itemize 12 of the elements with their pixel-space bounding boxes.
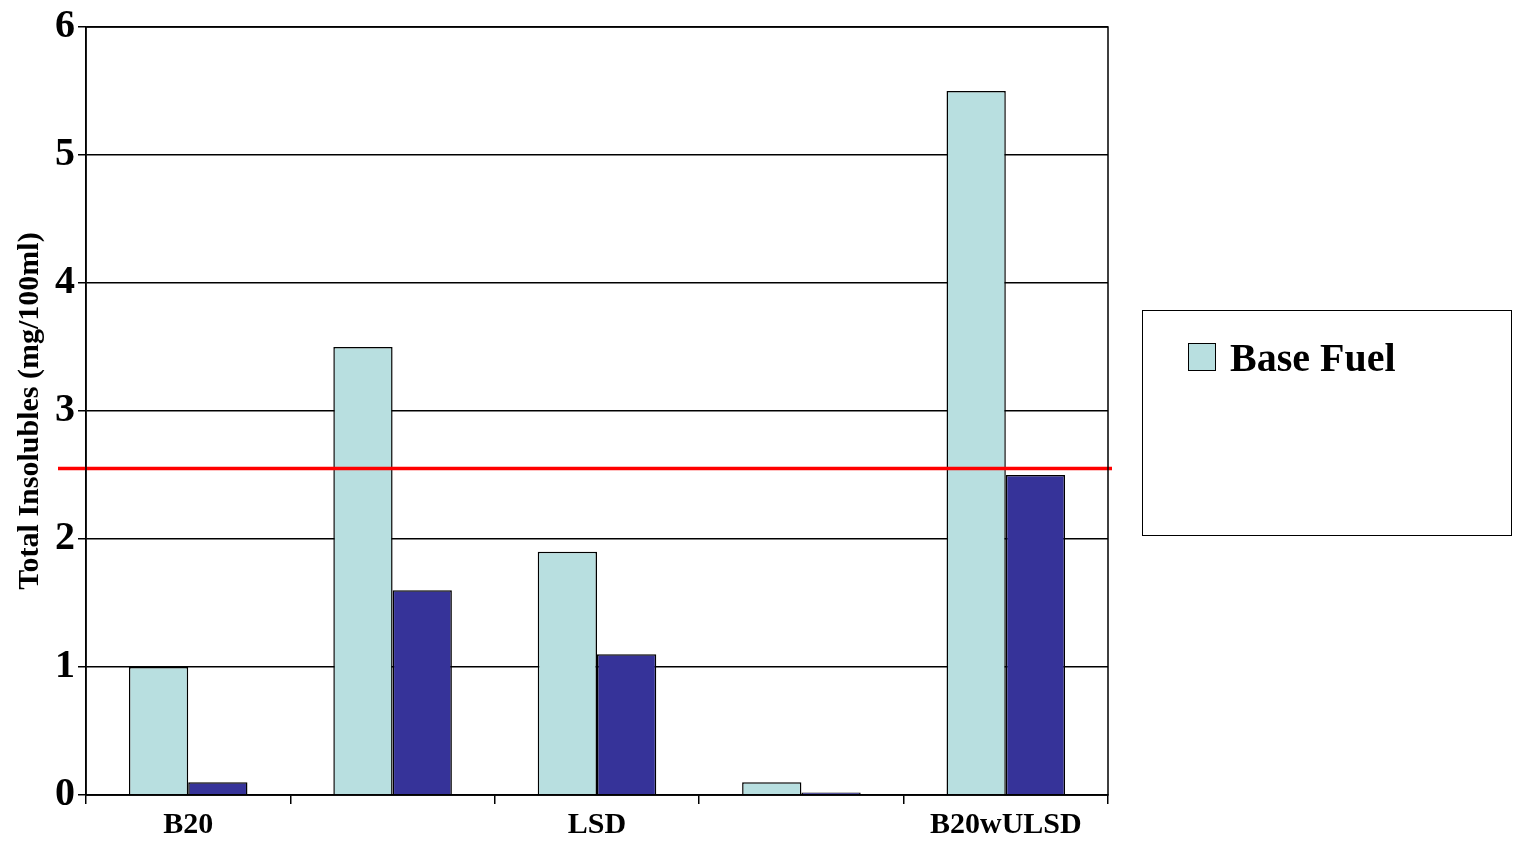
y-tick-label: 4 (55, 257, 75, 303)
y-tick-label: 2 (55, 513, 75, 559)
y-tick-label: 6 (55, 1, 75, 47)
y-tick-label: 0 (55, 769, 75, 815)
y-axis-title: Total Insolubles (mg/100ml) (10, 232, 45, 590)
y-tick-label: 5 (55, 129, 75, 175)
y-tick-label: 1 (55, 641, 75, 687)
x-tick-label: B20 (163, 805, 214, 839)
legend-label: Base Fuel (1230, 333, 1396, 381)
y-tick-label: 3 (55, 385, 75, 431)
x-tick-label: B20wULSD (929, 805, 1082, 839)
x-tick-label: LSD (567, 805, 627, 839)
